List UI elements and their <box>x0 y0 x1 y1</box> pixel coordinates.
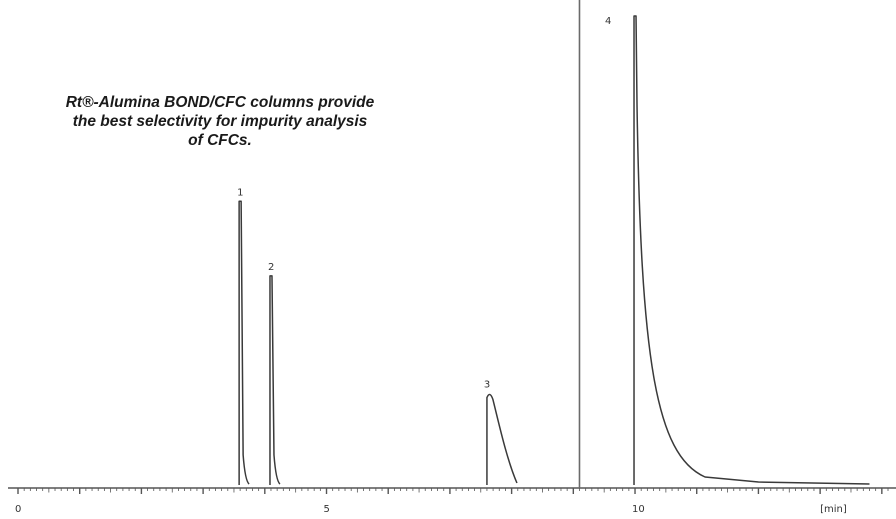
x-axis: 0 5 10 [min] <box>8 487 896 515</box>
peak-1 <box>238 200 250 485</box>
headline-line-3: of CFCs. <box>188 132 252 149</box>
x-tick-label: 0 <box>15 504 21 515</box>
x-tick-label: 5 <box>324 504 330 515</box>
chart-headline: Rt®-Alumina BOND/CFC columns provide the… <box>60 93 380 150</box>
peak-labels: 1 2 3 4 <box>237 16 611 391</box>
peak-2 <box>269 275 281 485</box>
chromatogram-trace-layer <box>238 0 870 488</box>
peak-label-4: 4 <box>605 16 611 27</box>
x-tick-label: 10 <box>632 504 645 515</box>
peak-label-2: 2 <box>268 262 274 273</box>
x-axis-unit-label: [min] <box>820 504 847 515</box>
headline-line-1: Rt®-Alumina BOND/CFC columns provide <box>65 94 375 111</box>
peak-label-1: 1 <box>237 187 243 198</box>
peak-3 <box>486 393 518 485</box>
headline-line-2: the best selectivity for impurity analys… <box>72 113 368 130</box>
peak-4 <box>633 15 870 485</box>
peak-label-3: 3 <box>484 380 490 391</box>
